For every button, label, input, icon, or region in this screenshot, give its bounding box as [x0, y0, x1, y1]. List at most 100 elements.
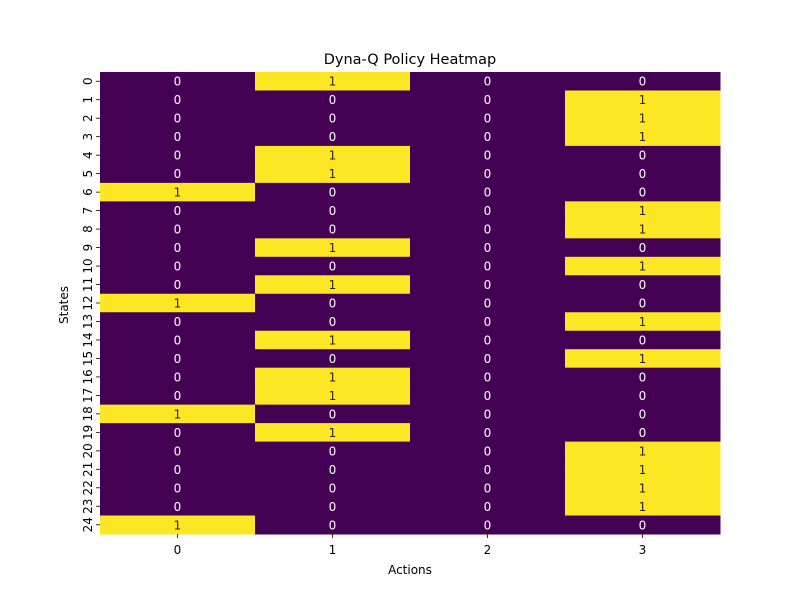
cell-value: 0	[484, 518, 492, 532]
y-tick-label: 23	[81, 499, 95, 514]
heatmap-cell	[565, 182, 721, 202]
heatmap-cell	[565, 478, 721, 498]
heatmap-cell	[410, 164, 566, 184]
cell-value: 1	[639, 463, 647, 477]
heatmap-cell	[100, 312, 256, 332]
cell-value: 0	[639, 186, 647, 200]
y-tick-label: 11	[81, 277, 95, 292]
y-tick-label: 5	[81, 170, 95, 178]
heatmap-cell	[565, 219, 721, 239]
cell-value: 0	[484, 149, 492, 163]
heatmap-cell	[410, 275, 566, 295]
cell-value: 1	[639, 112, 647, 126]
heatmap-cell	[565, 275, 721, 295]
heatmap-cell	[100, 460, 256, 480]
cell-value: 0	[174, 130, 182, 144]
y-tick-label: 7	[81, 207, 95, 215]
heatmap-cell	[565, 145, 721, 165]
cell-value: 0	[639, 370, 647, 384]
heatmap-cell	[100, 164, 256, 184]
cell-value: 1	[639, 204, 647, 218]
cell-value: 0	[484, 500, 492, 514]
heatmap-cell	[255, 515, 411, 535]
y-tick-label: 12	[81, 295, 95, 310]
cell-value: 0	[484, 333, 492, 347]
y-tick-label: 15	[81, 351, 95, 366]
cell-value: 1	[329, 389, 337, 403]
cell-value: 0	[329, 223, 337, 237]
cell-value: 0	[484, 389, 492, 403]
cell-value: 0	[174, 352, 182, 366]
x-tick-label: 3	[639, 543, 647, 557]
cell-value: 0	[484, 463, 492, 477]
cell-value: 0	[639, 149, 647, 163]
y-tick-label: 13	[81, 314, 95, 329]
heatmap-cell	[565, 330, 721, 350]
heatmap-cell	[410, 367, 566, 387]
cell-value: 0	[329, 297, 337, 311]
heatmap-cell	[255, 293, 411, 313]
cell-value: 0	[484, 444, 492, 458]
cell-value: 1	[639, 223, 647, 237]
cell-value: 0	[639, 167, 647, 181]
cell-value: 1	[329, 149, 337, 163]
cell-value: 0	[174, 93, 182, 107]
cell-value: 0	[174, 481, 182, 495]
heatmap-cell	[565, 108, 721, 128]
heatmap-cell	[255, 201, 411, 221]
heatmap-cell	[565, 386, 721, 406]
heatmap-cell	[100, 72, 256, 91]
heatmap-cell	[255, 312, 411, 332]
heatmap-cells	[100, 72, 721, 535]
x-tick-label: 0	[174, 543, 182, 557]
heatmap-cell	[410, 238, 566, 258]
cell-value: 0	[639, 518, 647, 532]
cell-value: 0	[329, 186, 337, 200]
cell-value: 0	[484, 481, 492, 495]
cell-value: 0	[484, 93, 492, 107]
cell-value: 0	[639, 333, 647, 347]
cell-value: 0	[484, 167, 492, 181]
cell-value: 0	[484, 204, 492, 218]
y-tick-label: 1	[81, 96, 95, 104]
heatmap-cell	[565, 256, 721, 276]
heatmap-cell	[255, 275, 411, 295]
cell-value: 0	[484, 112, 492, 126]
heatmap-cell	[565, 423, 721, 443]
cell-annotations: 0 1 0 0 0 0 0 1 0 0 0 1 0 0 0 1 0 1 0 0 0 1 0 0 1 0 0 0 0 0 0 1 0 0 0 1 0 1 0 0…	[174, 75, 647, 533]
heatmap-cell	[410, 182, 566, 202]
heatmap-cell	[410, 145, 566, 165]
y-tick-label: 0	[81, 77, 95, 85]
heatmap-cell	[255, 423, 411, 443]
cell-value: 0	[639, 407, 647, 421]
heatmap-cell	[565, 127, 721, 147]
heatmap-cell	[255, 219, 411, 239]
chart-title: Dyna-Q Policy Heatmap	[324, 52, 497, 68]
y-tick-label: 18	[81, 406, 95, 421]
cell-value: 0	[174, 333, 182, 347]
heatmap-cell	[410, 108, 566, 128]
cell-value: 0	[329, 93, 337, 107]
y-tick-label: 3	[81, 133, 95, 141]
cell-value: 0	[329, 444, 337, 458]
heatmap-cell	[565, 90, 721, 110]
heatmap-cell	[255, 441, 411, 461]
cell-value: 0	[174, 278, 182, 292]
heatmap-cell	[100, 182, 256, 202]
cell-value: 1	[174, 518, 182, 532]
cell-value: 0	[484, 75, 492, 89]
cell-value: 0	[484, 370, 492, 384]
y-tick-label: 14	[81, 332, 95, 347]
y-tick-label: 24	[81, 517, 95, 532]
y-tick-label: 22	[81, 480, 95, 495]
heatmap-cell	[100, 386, 256, 406]
y-tick-label: 10	[81, 258, 95, 273]
cell-value: 0	[639, 297, 647, 311]
cell-value: 0	[174, 370, 182, 384]
cell-value: 0	[329, 352, 337, 366]
heatmap-cell	[255, 256, 411, 276]
cell-value: 1	[174, 407, 182, 421]
cell-value: 0	[329, 315, 337, 329]
heatmap-cell	[410, 423, 566, 443]
heatmap-cell	[410, 497, 566, 517]
